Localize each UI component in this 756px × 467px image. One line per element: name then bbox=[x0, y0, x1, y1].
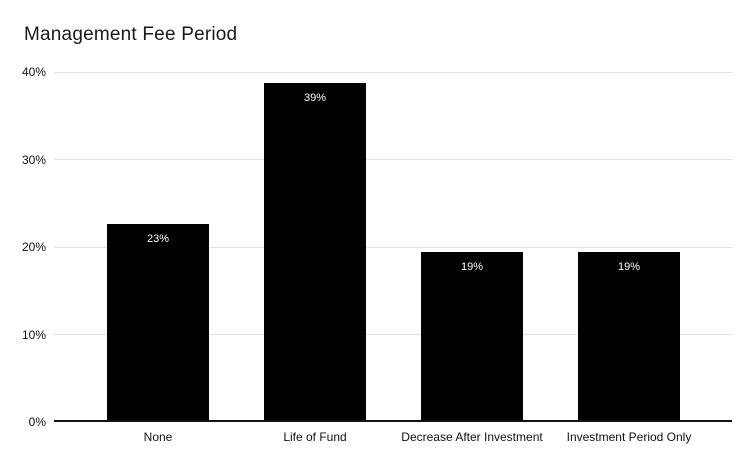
bar-value-label: 39% bbox=[303, 92, 327, 105]
y-tick-label: 10% bbox=[21, 327, 46, 342]
bar-decrease-after-investment: 19% bbox=[421, 252, 523, 422]
x-tick-label: Investment Period Only bbox=[566, 430, 692, 444]
y-tick-label: 20% bbox=[21, 240, 46, 254]
y-tick-label: 30% bbox=[21, 152, 46, 167]
chart-title: Management Fee Period bbox=[24, 24, 238, 45]
y-tick-label: 0% bbox=[28, 415, 46, 429]
x-axis-line bbox=[54, 420, 732, 422]
bar-none: 23% bbox=[107, 224, 209, 422]
y-tick-label: 40% bbox=[21, 65, 46, 79]
x-tick-label: Life of Fund bbox=[283, 430, 347, 444]
gridline bbox=[54, 334, 732, 335]
bar-value-label: 19% bbox=[617, 261, 641, 274]
bar-life-of-fund: 39% bbox=[264, 83, 366, 422]
x-tick-label: None bbox=[143, 430, 173, 444]
bar-investment-period-only: 19% bbox=[578, 252, 680, 422]
plot-area: 23% 39% 19% 19% bbox=[54, 71, 732, 422]
gridline bbox=[54, 246, 732, 248]
x-tick-label: Decrease After Investment bbox=[401, 430, 543, 444]
gridline bbox=[54, 71, 732, 73]
bar-value-label: 23% bbox=[146, 233, 170, 246]
bar-value-label: 19% bbox=[460, 261, 484, 274]
gridline bbox=[54, 159, 732, 160]
